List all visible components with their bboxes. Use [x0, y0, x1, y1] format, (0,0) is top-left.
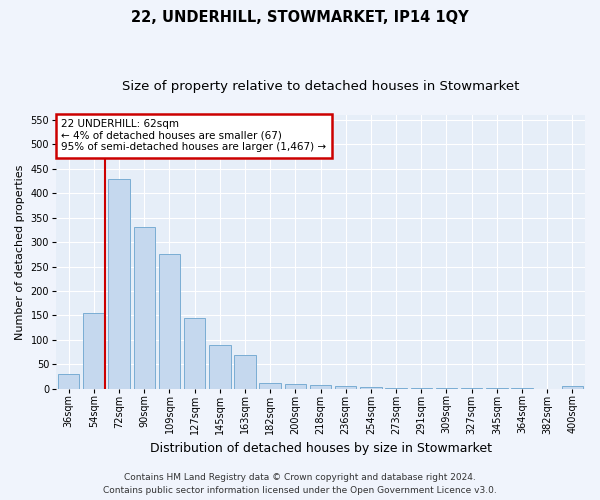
Bar: [134, 228, 155, 388]
Bar: [284, 384, 306, 388]
Bar: [159, 254, 180, 388]
Text: 22 UNDERHILL: 62sqm
← 4% of detached houses are smaller (67)
95% of semi-detache: 22 UNDERHILL: 62sqm ← 4% of detached hou…: [61, 119, 326, 152]
Bar: [235, 356, 256, 388]
Bar: [209, 344, 230, 389]
Bar: [310, 385, 331, 388]
Bar: [83, 313, 104, 388]
Y-axis label: Number of detached properties: Number of detached properties: [15, 164, 25, 340]
Bar: [109, 178, 130, 388]
Bar: [335, 386, 356, 388]
Text: 22, UNDERHILL, STOWMARKET, IP14 1QY: 22, UNDERHILL, STOWMARKET, IP14 1QY: [131, 10, 469, 25]
Bar: [259, 383, 281, 388]
Bar: [562, 386, 583, 388]
Bar: [184, 318, 205, 388]
Bar: [58, 374, 79, 388]
Text: Contains HM Land Registry data © Crown copyright and database right 2024.
Contai: Contains HM Land Registry data © Crown c…: [103, 474, 497, 495]
X-axis label: Distribution of detached houses by size in Stowmarket: Distribution of detached houses by size …: [149, 442, 491, 455]
Title: Size of property relative to detached houses in Stowmarket: Size of property relative to detached ho…: [122, 80, 519, 93]
